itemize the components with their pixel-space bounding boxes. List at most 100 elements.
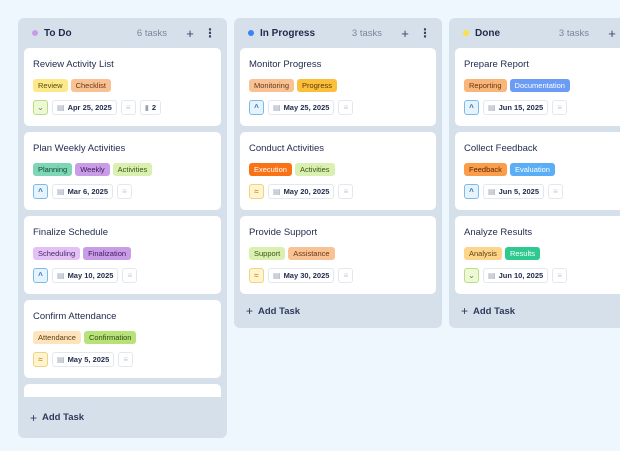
attachment-icon: ▮ <box>144 103 149 112</box>
description-icon[interactable]: ≡ <box>338 100 354 115</box>
tag-list: Planning Weekly Activities <box>33 163 212 176</box>
tag: Review <box>33 79 68 92</box>
add-task-button[interactable]: + Add Task <box>240 294 436 328</box>
description-icon[interactable]: ≡ <box>338 268 354 283</box>
add-icon[interactable]: + <box>401 25 409 41</box>
due-date[interactable]: ▤ Apr 25, 2025 <box>52 100 117 115</box>
task-card[interactable]: Provide Support Support Assistance ≈ ▤ Ma… <box>240 216 436 294</box>
tag-list: Analysis Results <box>464 247 620 260</box>
card-meta: ^ ▤ Mar 6, 2025 ≡ <box>33 184 212 199</box>
due-date-text: Jun 10, 2025 <box>498 271 544 280</box>
card-title: Monitor Progress <box>249 59 322 70</box>
task-card[interactable]: Monitor Progress Monitoring Progress ^ ▤… <box>240 48 436 126</box>
tag: Planning <box>33 163 73 176</box>
column-todo: To Do 6 tasks + ⋮ Review Activity List R… <box>18 18 227 438</box>
attachment-count: 2 <box>151 103 157 112</box>
more-options-icon[interactable]: ⋮ <box>419 26 431 40</box>
task-card-partial[interactable] <box>24 384 221 397</box>
due-date-text: Apr 25, 2025 <box>67 103 112 112</box>
tag: Support <box>249 247 286 260</box>
calendar-icon: ▤ <box>488 187 496 196</box>
priority-medium-icon[interactable]: ^ <box>33 184 48 199</box>
priority-low-icon[interactable]: ⌄ <box>33 100 48 115</box>
task-count: 3 tasks <box>558 27 589 39</box>
due-date[interactable]: ▤ May 10, 2025 <box>52 268 119 283</box>
tag: Confirmation <box>83 331 137 344</box>
priority-medium-icon[interactable]: ^ <box>464 100 479 115</box>
due-date[interactable]: ▤ Jun 15, 2025 <box>483 100 549 115</box>
calendar-icon: ▤ <box>57 103 65 112</box>
status-dot <box>248 30 254 36</box>
add-task-button[interactable]: + Add Task <box>24 397 221 438</box>
calendar-icon: ▤ <box>273 187 281 196</box>
priority-low-icon[interactable]: ⌄ <box>464 268 479 283</box>
task-card[interactable]: Plan Weekly Activities Planning Weekly A… <box>24 132 221 210</box>
tag-list: Monitoring Progress <box>249 79 427 92</box>
column-in-progress: In Progress 3 tasks + ⋮ Monitor Progress… <box>234 18 442 328</box>
card-title: Finalize Schedule <box>33 227 108 238</box>
tag: Attendance <box>33 331 81 344</box>
description-icon[interactable]: ≡ <box>120 100 136 115</box>
tag: Assistance <box>288 247 335 260</box>
due-date[interactable]: ▤ Mar 6, 2025 <box>52 184 114 199</box>
due-date[interactable]: ▤ May 25, 2025 <box>268 100 335 115</box>
due-date[interactable]: ▤ May 30, 2025 <box>268 268 335 283</box>
description-icon[interactable]: ≡ <box>552 100 568 115</box>
task-card[interactable]: Conduct Activities Execution Activities … <box>240 132 436 210</box>
tag-list: Execution Activities <box>249 163 427 176</box>
description-icon[interactable]: ≡ <box>122 268 138 283</box>
description-icon[interactable]: ≡ <box>338 184 354 199</box>
tag: Results <box>504 247 540 260</box>
due-date[interactable]: ▤ Jun 10, 2025 <box>483 268 549 283</box>
card-list[interactable]: Review Activity List Review Checklist ⌄ … <box>24 48 221 397</box>
tag: Checklist <box>70 79 112 92</box>
description-icon[interactable]: ≡ <box>552 268 568 283</box>
due-date-text: Mar 6, 2025 <box>67 187 109 196</box>
more-options-icon[interactable]: ⋮ <box>204 26 216 40</box>
priority-high-icon[interactable]: ≈ <box>249 268 264 283</box>
priority-medium-icon[interactable]: ^ <box>464 184 479 199</box>
priority-high-icon[interactable]: ≈ <box>249 184 264 199</box>
task-card[interactable]: Finalize Schedule Scheduling Finalizatio… <box>24 216 221 294</box>
card-title: Review Activity List <box>33 59 114 70</box>
task-card[interactable]: Review Activity List Review Checklist ⌄ … <box>24 48 221 126</box>
due-date[interactable]: ▤ Jun 5, 2025 <box>483 184 545 199</box>
card-meta: ^ ▤ May 10, 2025 ≡ <box>33 268 212 283</box>
description-icon[interactable]: ≡ <box>548 184 564 199</box>
description-icon[interactable]: ≡ <box>117 184 133 199</box>
task-card[interactable]: Analyze Results Analysis Results ⌄ ▤ Jun … <box>455 216 620 294</box>
task-card[interactable]: Collect Feedback Feedback Evaluation ^ ▤… <box>455 132 620 210</box>
priority-medium-icon[interactable]: ^ <box>33 268 48 283</box>
tag-list: Attendance Confirmation <box>33 331 212 344</box>
calendar-icon: ▤ <box>273 103 281 112</box>
column-title: In Progress <box>260 27 316 39</box>
card-title: Plan Weekly Activities <box>33 143 126 154</box>
priority-medium-icon[interactable]: ^ <box>249 100 264 115</box>
task-count: 6 tasks <box>136 27 167 39</box>
due-date[interactable]: ▤ May 20, 2025 <box>268 184 335 199</box>
plus-icon: + <box>246 304 254 318</box>
task-card[interactable]: Confirm Attendance Attendance Confirmati… <box>24 300 221 378</box>
due-date[interactable]: ▤ May 5, 2025 <box>52 352 115 367</box>
description-icon[interactable]: ≡ <box>118 352 134 367</box>
column-header: In Progress 3 tasks + ⋮ <box>240 18 436 48</box>
due-date-text: May 20, 2025 <box>283 187 330 196</box>
tag: Reporting <box>464 79 507 92</box>
tag-list: Feedback Evaluation <box>464 163 620 176</box>
add-task-button[interactable]: + Add Task <box>455 294 620 328</box>
card-list: Prepare Report Reporting Documentation ^… <box>455 48 620 294</box>
tag: Execution <box>249 163 292 176</box>
column-title: Done <box>475 27 500 39</box>
task-card[interactable]: Prepare Report Reporting Documentation ^… <box>455 48 620 126</box>
card-title: Collect Feedback <box>464 143 538 154</box>
attachments[interactable]: ▮ 2 <box>139 100 162 115</box>
tag: Analysis <box>464 247 502 260</box>
column-title: To Do <box>44 27 72 39</box>
status-dot <box>32 30 38 36</box>
tag-list: Reporting Documentation <box>464 79 620 92</box>
add-icon[interactable]: + <box>608 25 616 41</box>
card-title: Confirm Attendance <box>33 311 117 322</box>
add-icon[interactable]: + <box>186 25 194 41</box>
tag: Monitoring <box>249 79 295 92</box>
priority-high-icon[interactable]: ≈ <box>33 352 48 367</box>
